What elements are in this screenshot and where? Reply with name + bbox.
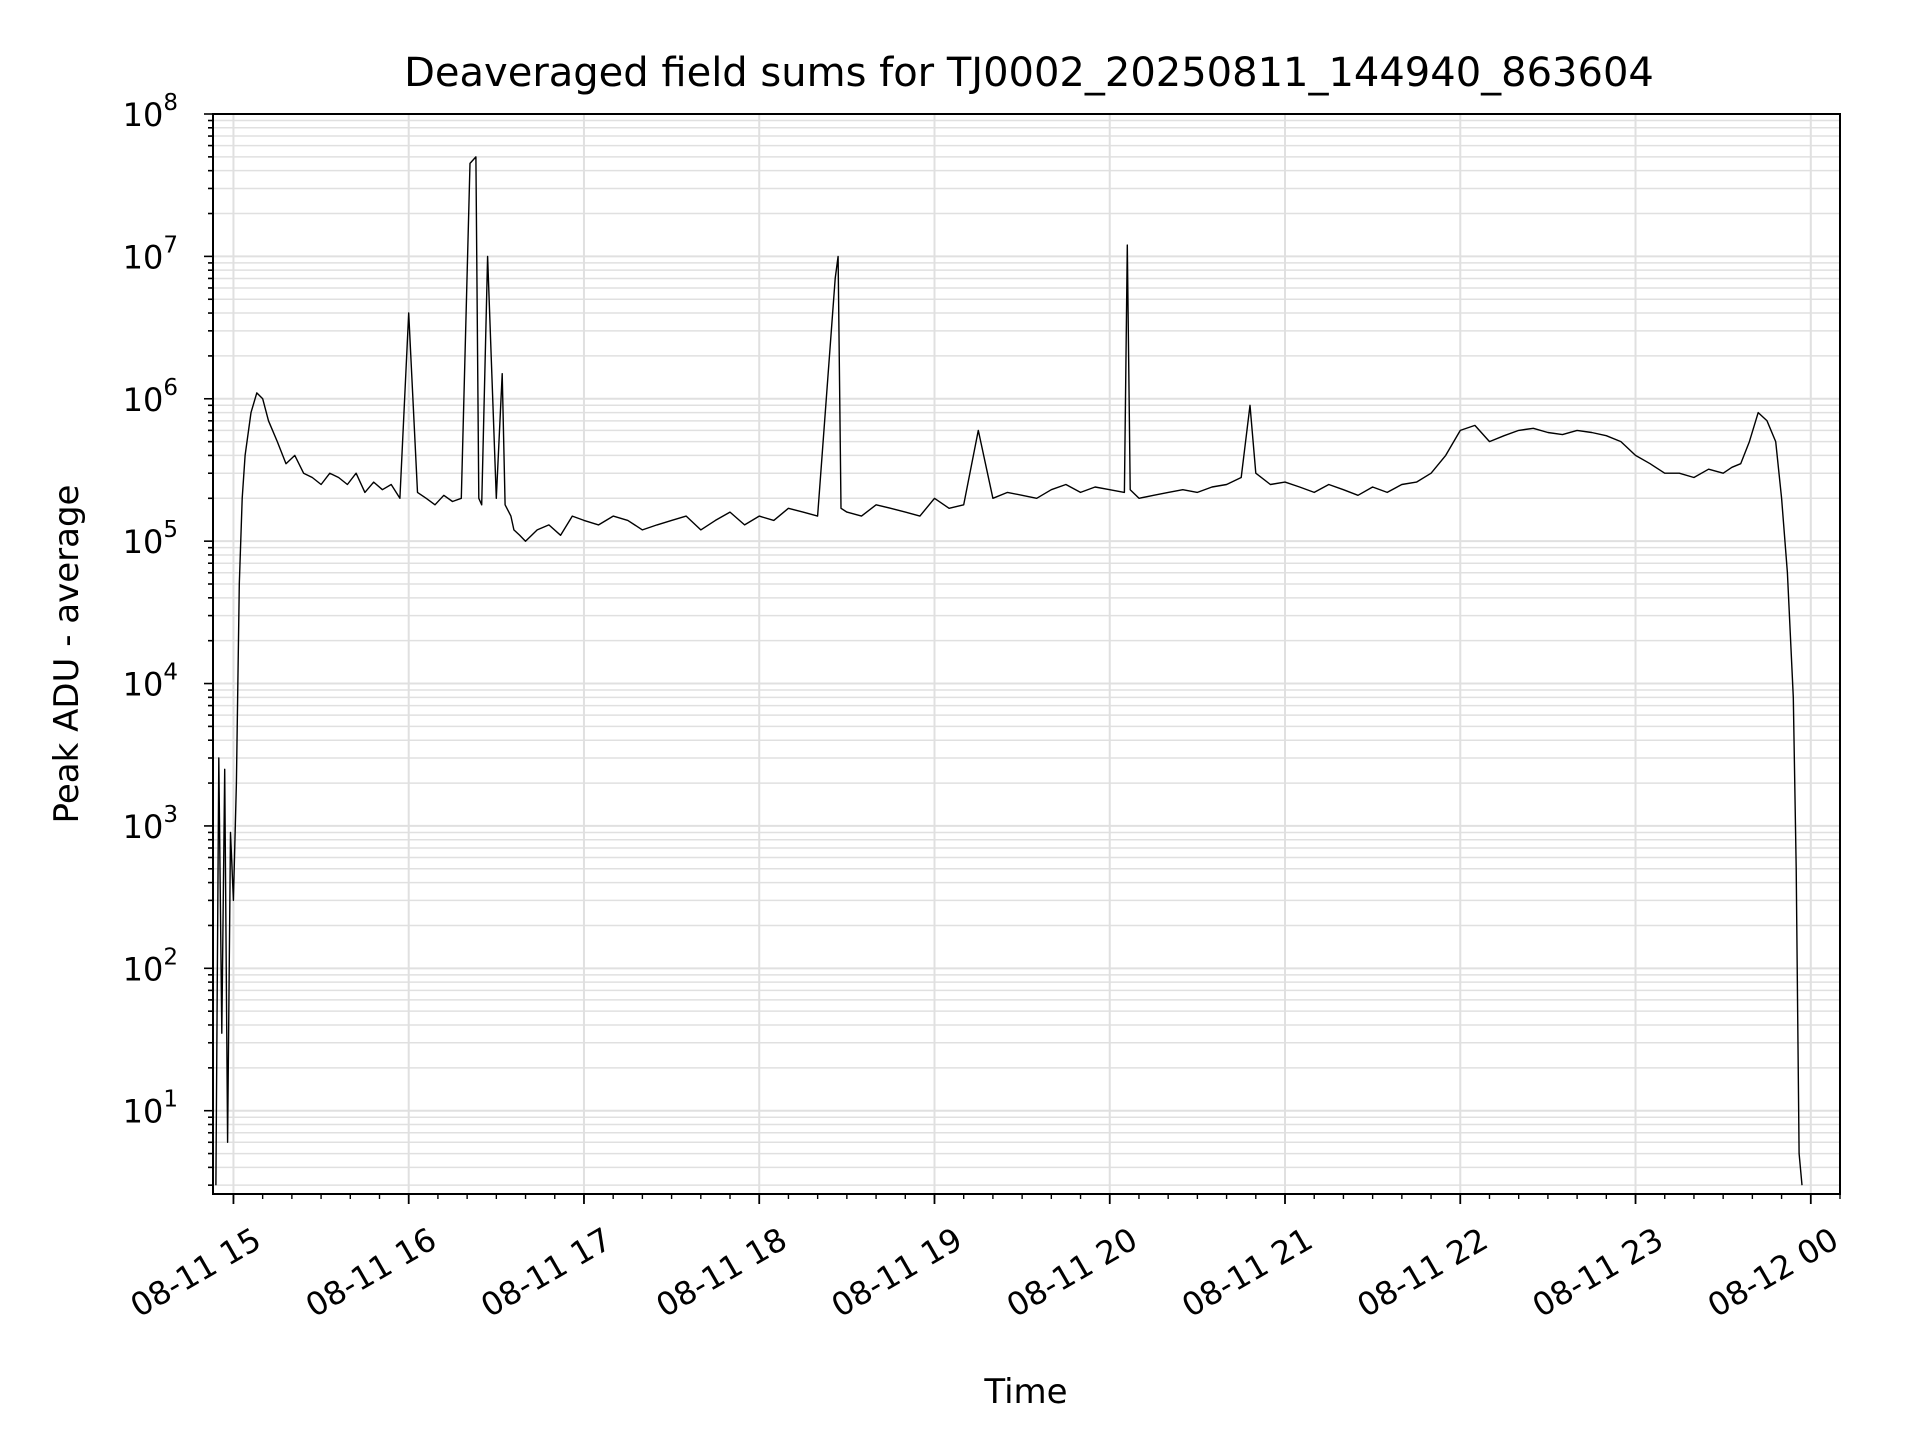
y-tick-exponent: 1 (163, 1087, 178, 1113)
y-tick-label: 108 (123, 90, 178, 134)
y-tick-exponent: 4 (163, 660, 178, 686)
y-axis-label: Peak ADU - average (47, 485, 87, 824)
y-tick-label: 107 (123, 232, 178, 276)
y-tick-mantissa: 10 (123, 523, 164, 561)
y-tick-mantissa: 10 (123, 808, 164, 846)
y-tick-label: 104 (123, 660, 178, 704)
y-tick-exponent: 2 (163, 944, 178, 970)
y-tick-mantissa: 10 (123, 950, 164, 988)
y-tick-exponent: 7 (163, 232, 178, 258)
chart-title: Deaveraged field sums for TJ0002_2025081… (404, 50, 1654, 96)
y-tick-exponent: 8 (163, 90, 178, 116)
y-tick-mantissa: 10 (123, 238, 164, 276)
y-tick-exponent: 3 (163, 802, 178, 828)
y-tick-label: 103 (123, 802, 178, 846)
y-tick-exponent: 5 (163, 517, 178, 543)
y-tick-exponent: 6 (163, 375, 178, 401)
series-line (215, 156, 1803, 1186)
grid-lines (213, 113, 1840, 1194)
plot-area (215, 156, 1803, 1186)
y-tick-mantissa: 10 (123, 381, 164, 419)
y-tick-label: 106 (123, 375, 178, 419)
y-tick-label: 105 (123, 517, 178, 561)
y-tick-mantissa: 10 (123, 666, 164, 704)
y-tick-label: 101 (123, 1087, 178, 1131)
x-axis-label: Time (983, 1372, 1067, 1412)
y-tick-label: 102 (123, 944, 178, 988)
y-tick-mantissa: 10 (123, 1093, 164, 1131)
y-tick-mantissa: 10 (123, 96, 164, 134)
axes-frame (212, 113, 1841, 1195)
